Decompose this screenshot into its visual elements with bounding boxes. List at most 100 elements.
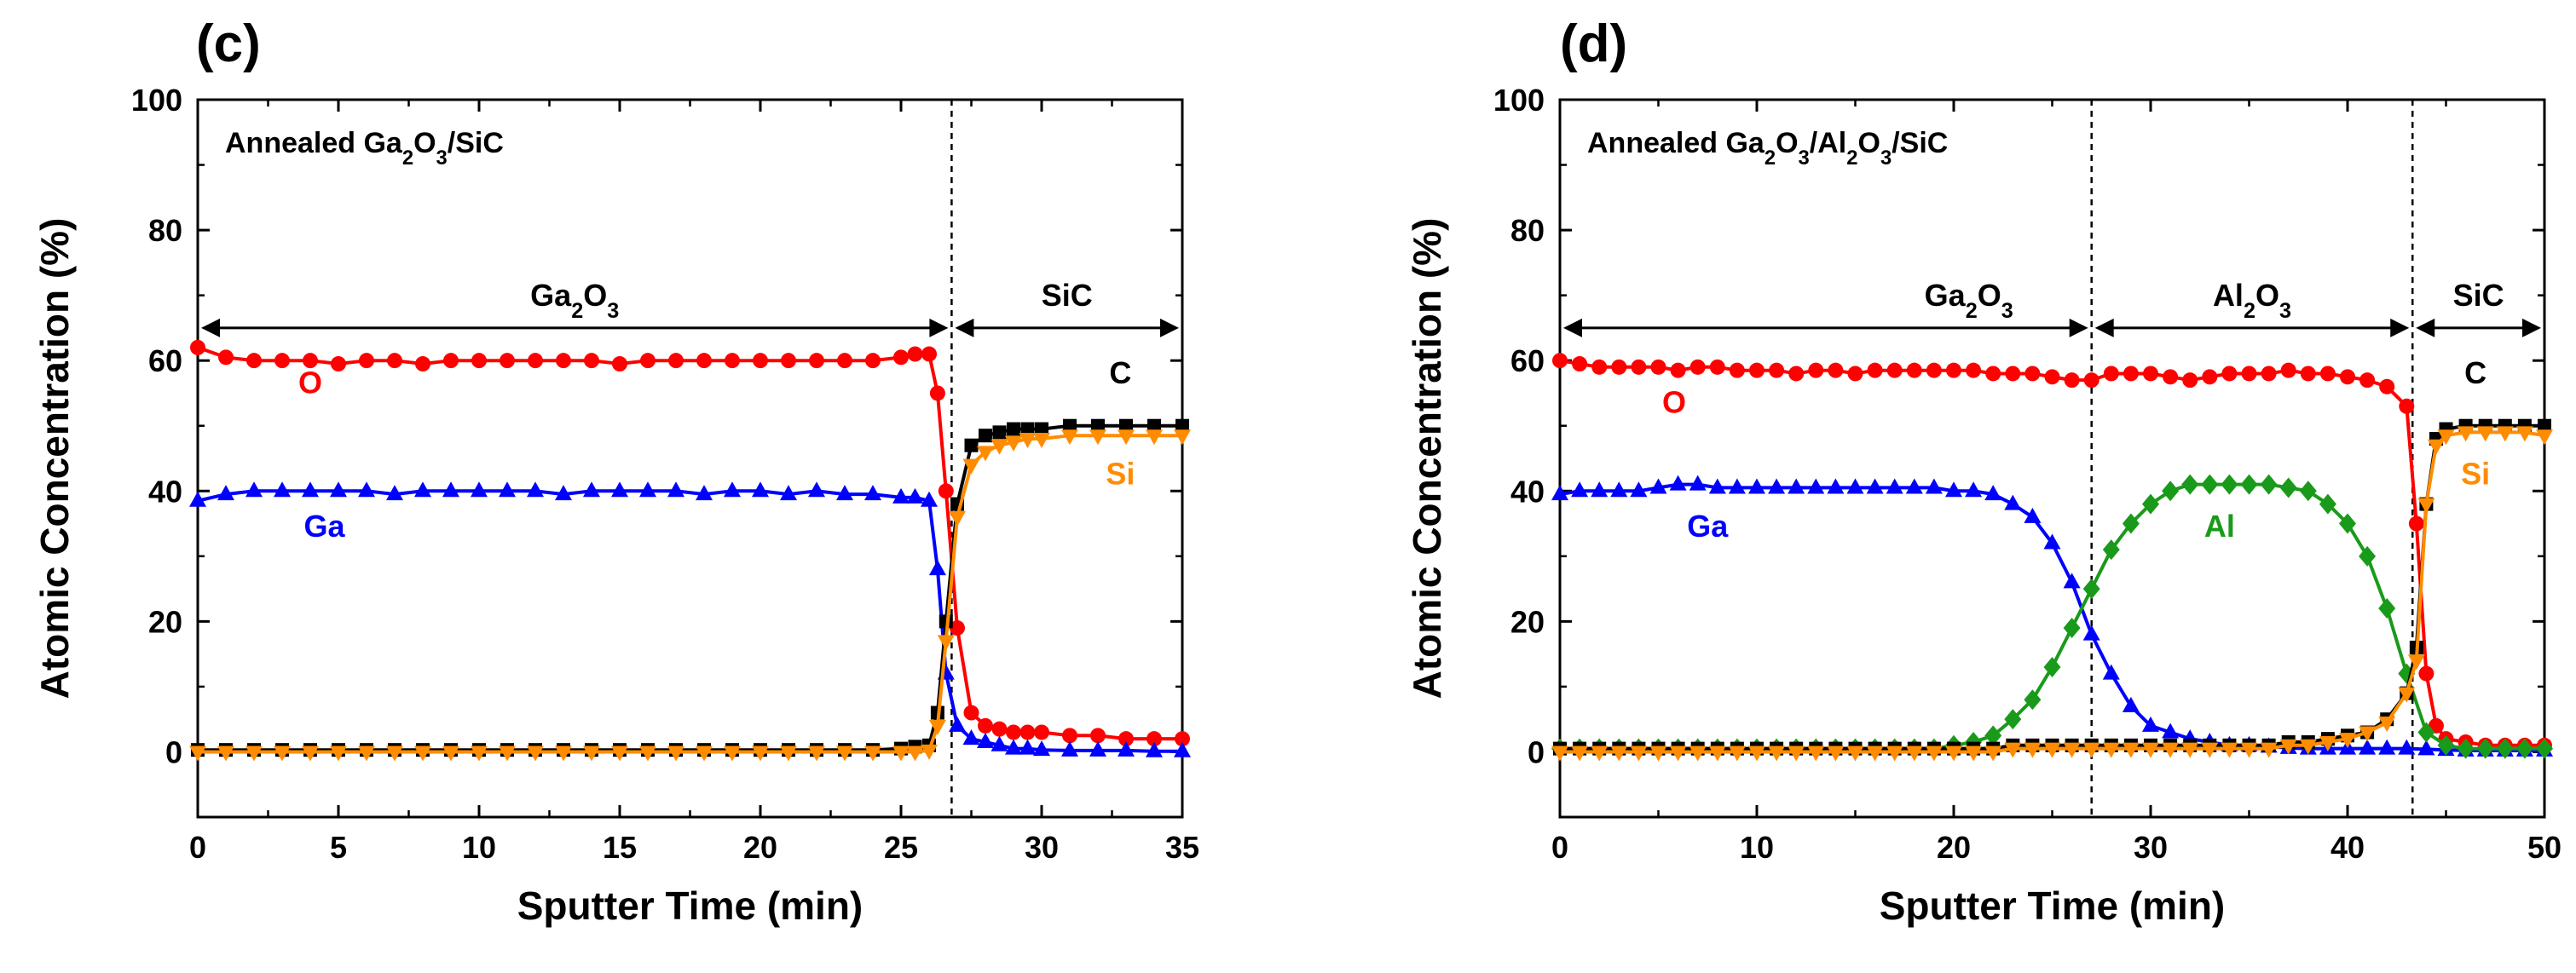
data-point bbox=[2339, 733, 2356, 749]
data-point bbox=[442, 746, 459, 762]
data-point bbox=[2418, 665, 2434, 682]
annotation-part: O bbox=[1858, 127, 1880, 159]
data-point bbox=[1768, 746, 1786, 762]
data-point bbox=[1019, 724, 1036, 740]
data-point bbox=[2260, 474, 2278, 495]
series-label: C bbox=[1109, 355, 1131, 390]
data-point bbox=[1033, 740, 1050, 757]
data-point bbox=[1006, 724, 1021, 740]
data-point bbox=[1867, 362, 1883, 378]
data-point bbox=[949, 716, 966, 732]
data-point bbox=[2123, 366, 2139, 382]
data-point bbox=[2043, 656, 2061, 677]
data-point bbox=[1788, 746, 1805, 762]
data-point bbox=[1886, 478, 1903, 494]
data-point bbox=[611, 746, 628, 762]
y-tick-label: 100 bbox=[1493, 83, 1545, 118]
data-point bbox=[1905, 478, 1923, 494]
data-point bbox=[1886, 362, 1903, 378]
data-point bbox=[1728, 478, 1746, 494]
data-point bbox=[2082, 579, 2100, 600]
data-point bbox=[1729, 362, 1745, 378]
data-point bbox=[667, 746, 684, 762]
data-point bbox=[977, 446, 994, 462]
annotation-sub: 3 bbox=[436, 147, 448, 170]
data-point bbox=[2359, 372, 2376, 389]
region-label-sub: 3 bbox=[2001, 299, 2013, 323]
data-point bbox=[471, 353, 487, 369]
data-point bbox=[640, 353, 656, 369]
data-point bbox=[1019, 433, 1037, 449]
data-point bbox=[2162, 481, 2180, 502]
data-point bbox=[2163, 369, 2179, 385]
data-point bbox=[1146, 429, 1163, 446]
region-label-part: Ga bbox=[1925, 278, 1967, 313]
data-point bbox=[2340, 369, 2355, 385]
data-point bbox=[1748, 478, 1765, 494]
data-point bbox=[527, 481, 544, 498]
data-point bbox=[1945, 481, 1962, 498]
data-point bbox=[1118, 429, 1135, 446]
data-point bbox=[1062, 728, 1077, 744]
data-point bbox=[2280, 362, 2296, 378]
data-point bbox=[2299, 739, 2317, 755]
data-point bbox=[1630, 746, 1648, 762]
data-point bbox=[556, 353, 571, 369]
data-point bbox=[1020, 422, 1035, 436]
data-point bbox=[991, 439, 1008, 455]
data-point bbox=[696, 485, 713, 501]
data-point bbox=[780, 485, 797, 501]
data-point bbox=[1708, 746, 1726, 762]
data-point bbox=[2102, 539, 2120, 561]
data-point bbox=[1551, 746, 1568, 762]
data-point bbox=[302, 746, 319, 762]
data-point bbox=[865, 353, 881, 369]
data-point bbox=[1649, 746, 1667, 762]
series-line bbox=[1559, 359, 2544, 747]
data-point bbox=[1611, 359, 1627, 375]
data-point bbox=[2261, 366, 2277, 382]
annotation-sub: 3 bbox=[1880, 147, 1892, 170]
data-point bbox=[302, 481, 319, 498]
y-tick-label: 60 bbox=[1510, 343, 1545, 378]
x-tick-label: 10 bbox=[1740, 830, 1774, 865]
data-point bbox=[639, 746, 656, 762]
data-point bbox=[2044, 369, 2060, 385]
data-point bbox=[921, 346, 937, 362]
data-point bbox=[583, 481, 600, 498]
data-point bbox=[1571, 481, 1589, 498]
data-point bbox=[2457, 426, 2475, 442]
data-point bbox=[2082, 625, 2100, 641]
y-tick-label: 40 bbox=[148, 474, 182, 509]
data-point bbox=[217, 746, 234, 762]
data-point bbox=[245, 746, 263, 762]
data-point bbox=[274, 353, 290, 369]
data-point bbox=[1669, 746, 1687, 762]
annotation-sub: 2 bbox=[1846, 147, 1857, 170]
annotation-part: /SiC bbox=[1892, 127, 1948, 159]
data-point bbox=[1005, 435, 1022, 452]
data-point bbox=[1007, 422, 1020, 436]
data-point bbox=[808, 746, 825, 762]
data-point bbox=[387, 353, 402, 369]
data-point bbox=[1670, 362, 1686, 378]
series-label: Ga bbox=[1687, 509, 1729, 544]
data-point bbox=[1906, 362, 1922, 378]
data-point bbox=[2399, 398, 2415, 414]
data-point bbox=[358, 746, 375, 762]
x-tick-label: 20 bbox=[1937, 830, 1971, 865]
y-tick-label: 60 bbox=[148, 343, 182, 378]
data-point bbox=[1061, 740, 1078, 757]
data-point bbox=[555, 746, 572, 762]
data-point bbox=[2024, 507, 2042, 523]
data-point bbox=[2142, 716, 2159, 732]
data-point bbox=[2378, 598, 2396, 619]
data-point bbox=[2142, 493, 2159, 515]
data-point bbox=[1061, 429, 1078, 446]
data-point bbox=[1034, 724, 1049, 740]
data-point bbox=[2004, 709, 2022, 730]
series-Si: Si bbox=[1551, 426, 2553, 762]
region-arrowhead-left bbox=[2094, 318, 2114, 337]
region-label: Ga2O3 bbox=[530, 278, 619, 323]
